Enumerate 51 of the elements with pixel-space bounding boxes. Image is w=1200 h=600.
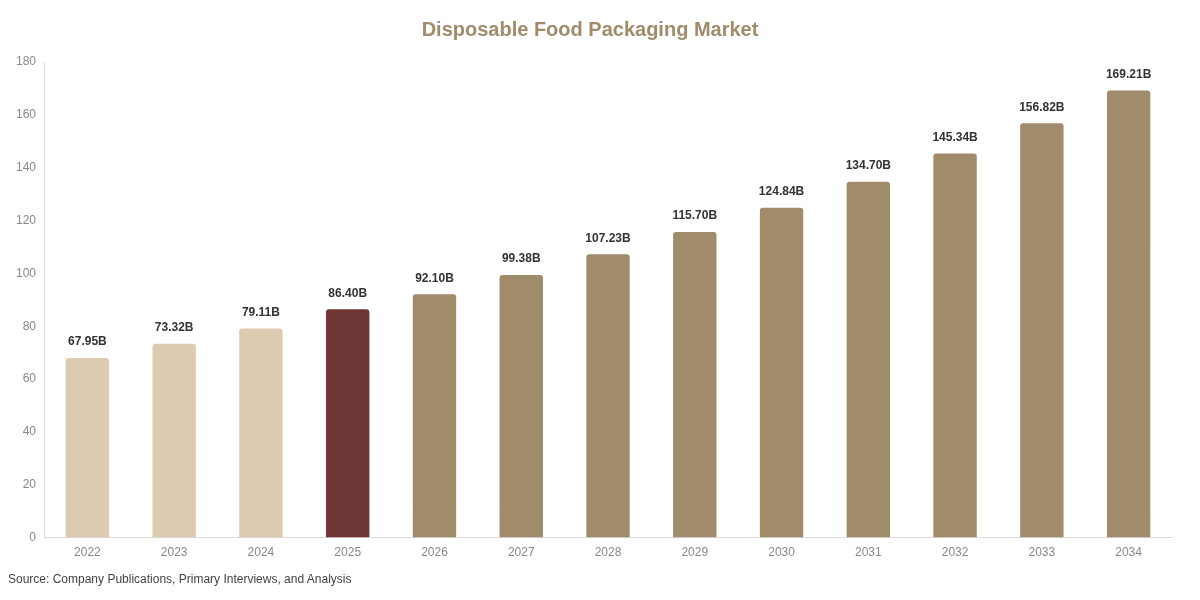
- bar: [152, 343, 196, 538]
- y-tick-label: 120: [15, 212, 37, 227]
- bar: [1020, 123, 1064, 538]
- y-tick-label: 20: [22, 477, 37, 492]
- y-tick-label: 160: [15, 107, 37, 122]
- bar: [412, 294, 457, 538]
- data-label: 134.70B: [845, 158, 892, 173]
- y-tick-label: 100: [15, 265, 37, 280]
- chart-title: Disposable Food Packaging Market: [421, 17, 759, 40]
- bar: [586, 254, 630, 538]
- data-label: 73.32B: [154, 320, 194, 335]
- data-label: 79.11B: [241, 304, 281, 319]
- x-tick-label: 2026: [421, 545, 449, 560]
- bar: [846, 181, 891, 538]
- data-label: 92.10B: [415, 270, 455, 285]
- x-tick-label: 2025: [334, 545, 362, 560]
- y-tick-label: 80: [22, 318, 37, 333]
- data-label: 67.95B: [68, 334, 108, 349]
- x-tick-label: 2031: [854, 545, 882, 560]
- y-tick-label: 180: [15, 54, 37, 69]
- data-label: 115.70B: [672, 208, 718, 223]
- data-label: 145.34B: [932, 129, 979, 144]
- bar: [1106, 90, 1151, 538]
- data-label: 156.82B: [1019, 99, 1065, 114]
- x-tick-label: 2028: [594, 545, 622, 560]
- data-label: 99.38B: [501, 251, 541, 266]
- x-tick-label: 2033: [1028, 545, 1056, 560]
- y-tick-label: 40: [22, 424, 37, 439]
- x-tick-label: 2029: [681, 545, 709, 560]
- source-note: Source: Company Publications, Primary Interviews, and Analysis: [8, 572, 353, 586]
- x-tick-label: 2024: [247, 545, 275, 560]
- bar: [326, 309, 370, 538]
- y-tick-label: 140: [15, 160, 37, 174]
- x-tick-label: 2032: [941, 545, 969, 560]
- x-tick-label: 2027: [507, 545, 535, 560]
- data-label: 107.23B: [585, 230, 632, 245]
- bar: [65, 358, 110, 538]
- y-tick-label: 60: [22, 371, 37, 386]
- x-tick-label: 2030: [768, 545, 796, 560]
- x-tick-label: 2034: [1115, 545, 1143, 560]
- x-tick-label: 2023: [160, 545, 188, 560]
- data-label: 124.84B: [758, 184, 805, 199]
- bar: [933, 153, 977, 538]
- data-label: 169.21B: [1105, 66, 1152, 81]
- bar: [673, 231, 717, 538]
- y-tick-label: 0: [29, 529, 37, 544]
- data-label: 86.40B: [328, 285, 368, 300]
- bar: [499, 275, 543, 538]
- bar: [239, 328, 283, 538]
- bar: [759, 207, 804, 538]
- x-tick-label: 2022: [74, 545, 102, 560]
